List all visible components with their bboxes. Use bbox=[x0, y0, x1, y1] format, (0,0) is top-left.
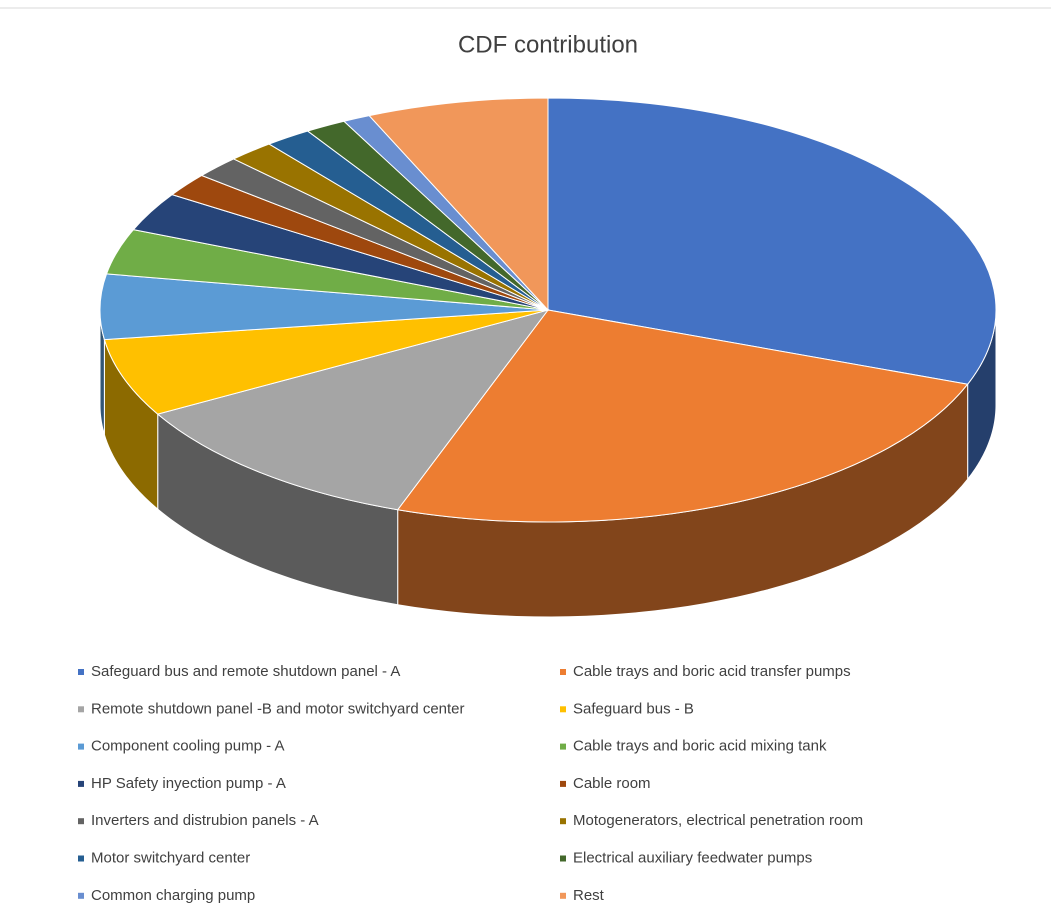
legend-label: Component cooling pump - A bbox=[91, 738, 284, 755]
legend-label: Inverters and distrubion panels - A bbox=[91, 812, 319, 829]
legend-label: Motogenerators, electrical penetration r… bbox=[573, 812, 863, 829]
legend-swatch bbox=[560, 855, 566, 862]
legend-swatch bbox=[78, 892, 84, 899]
legend-label: Remote shutdown panel -B and motor switc… bbox=[91, 700, 465, 717]
legend-swatch bbox=[78, 780, 84, 787]
legend-swatch bbox=[78, 818, 84, 825]
legend-label: Cable room bbox=[573, 775, 651, 792]
legend-label: Safeguard bus and remote shutdown panel … bbox=[91, 663, 400, 680]
legend-label: Cable trays and boric acid mixing tank bbox=[573, 738, 827, 755]
legend-label: Safeguard bus - B bbox=[573, 700, 694, 717]
pie-slice bbox=[156, 309, 550, 511]
legend-swatch bbox=[560, 780, 566, 787]
legend-swatch bbox=[78, 743, 84, 750]
legend-swatch bbox=[78, 855, 84, 862]
legend-swatch bbox=[560, 818, 566, 825]
legend-label: HP Safety inyection pump - A bbox=[91, 775, 286, 792]
legend-swatch bbox=[78, 669, 84, 675]
legend-swatch bbox=[78, 706, 84, 713]
legend-label: Common charging pump bbox=[91, 887, 255, 904]
chart-title: CDF contribution bbox=[458, 31, 638, 58]
legend-swatch bbox=[560, 892, 566, 899]
legend-swatch bbox=[560, 743, 566, 750]
legend-label: Cable trays and boric acid transfer pump… bbox=[573, 663, 851, 680]
legend-label: Rest bbox=[573, 887, 605, 904]
pie-slice bbox=[103, 309, 549, 415]
legend-label: Motor switchyard center bbox=[91, 849, 250, 866]
pie-slice bbox=[396, 309, 969, 523]
pie-slice bbox=[368, 97, 549, 312]
pie-slice bbox=[547, 97, 997, 385]
legend-label: Electrical auxiliary feedwater pumps bbox=[573, 849, 812, 866]
legend-swatch bbox=[560, 669, 566, 675]
legend-swatch bbox=[560, 706, 566, 713]
